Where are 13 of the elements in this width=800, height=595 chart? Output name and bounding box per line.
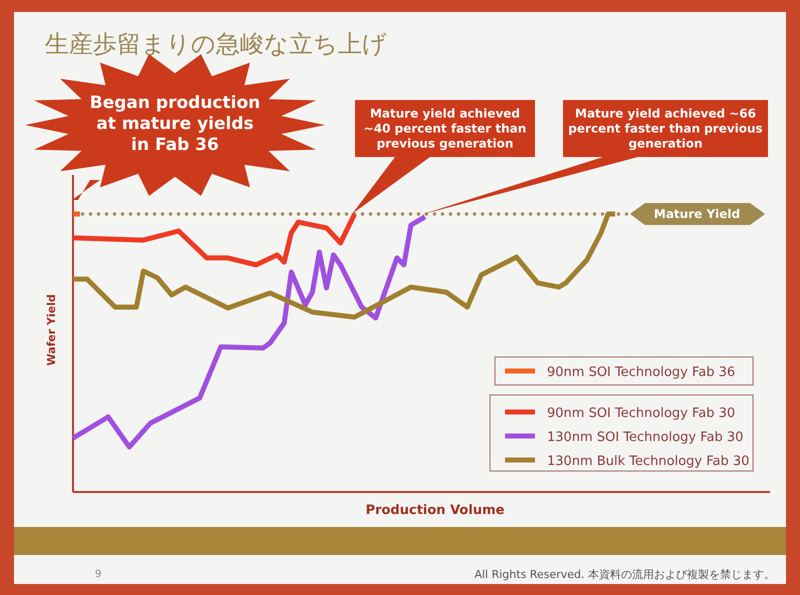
text: Began production at mature yields in Fab 36 xyxy=(90,93,260,155)
ref-line-label: Mature Yield xyxy=(654,207,740,221)
text: Mature yield achieved ~40 percent faster than previous generation xyxy=(364,106,526,150)
legend-label: 130nm Bulk Technology Fab 30 xyxy=(547,454,750,469)
y-axis-title: Wafer Yield xyxy=(45,294,58,366)
legend-label: 90nm SOI Technology Fab 30 xyxy=(547,406,736,421)
text: Mature yield achieved ~66 percent faster than previous generation xyxy=(568,106,763,150)
x-axis-title: Production Volume xyxy=(366,503,505,518)
legend-label: 130nm SOI Technology Fab 30 xyxy=(547,430,744,445)
text: 9 xyxy=(95,569,102,580)
legend-label: 90nm SOI Technology Fab 36 xyxy=(547,365,736,380)
chart-title: 生産歩留まりの急峻な立ち上げ xyxy=(45,30,387,58)
text: All Rights Reserved. 本資料の流用および複製を禁じます。 xyxy=(474,568,775,581)
